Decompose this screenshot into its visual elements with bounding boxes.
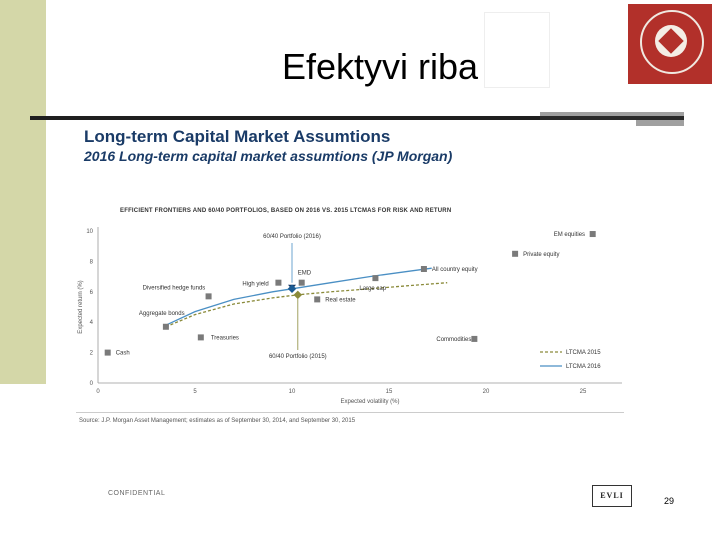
- data-point: [162, 323, 169, 330]
- page-number: 29: [664, 496, 675, 506]
- y-tick-label: 2: [90, 351, 94, 357]
- point-label: Diversified hedge funds: [143, 285, 206, 291]
- x-tick-label: 10: [289, 389, 296, 395]
- data-point: [104, 349, 111, 356]
- x-axis-label: Expected volatility (%): [340, 399, 399, 405]
- chart-source: Source: J.P. Morgan Asset Management; es…: [79, 418, 356, 424]
- sidebar-band: [0, 0, 46, 384]
- point-label: All country equity: [432, 267, 478, 273]
- slide-title: Efektyvi riba: [281, 46, 479, 87]
- point-label: EMD: [298, 271, 312, 277]
- data-point: [314, 296, 321, 303]
- point-label: Treasuries: [211, 335, 239, 341]
- data-point: [197, 334, 204, 341]
- x-tick-label: 0: [96, 389, 100, 395]
- point-label: High yield: [242, 282, 268, 288]
- evli-logo: EVLI: [592, 485, 632, 507]
- annotation-label-2015: 60/40 Portfolio (2015): [269, 354, 327, 360]
- data-point: [275, 279, 282, 286]
- y-tick-label: 8: [90, 259, 94, 265]
- y-tick-label: 0: [90, 381, 94, 387]
- title-frame: [484, 12, 550, 88]
- legend-label: LTCMA 2016: [566, 364, 601, 370]
- point-label: Real estate: [325, 297, 356, 303]
- chart-heading: Long-term Capital Market Assumtions: [84, 127, 391, 146]
- portfolio-2015-point: [293, 290, 303, 300]
- legend-label: LTCMA 2015: [566, 350, 601, 356]
- chart-title: EFFICIENT FRONTIERS AND 60/40 PORTFOLIOS…: [120, 208, 452, 214]
- point-label: Commodities: [436, 337, 471, 343]
- x-tick-label: 15: [386, 389, 393, 395]
- x-tick-label: 20: [483, 389, 490, 395]
- header-rule: [30, 116, 540, 120]
- y-axis-label: Expected return (%): [78, 280, 84, 333]
- point-label: Aggregate bonds: [139, 311, 185, 317]
- point-label: Large cap: [359, 286, 386, 292]
- header-rule-right: [540, 116, 684, 120]
- logo-ring-icon: [640, 10, 704, 74]
- annotation-label-2016: 60/40 Portfolio (2016): [263, 234, 321, 240]
- data-point: [589, 231, 596, 238]
- confidential-label: CONFIDENTIAL: [108, 490, 166, 497]
- point-label: Private equity: [523, 252, 559, 258]
- x-tick-label: 25: [580, 389, 587, 395]
- point-label: EM equities: [554, 232, 585, 238]
- portfolio-2016-point: [287, 284, 297, 294]
- y-tick-label: 6: [90, 290, 94, 296]
- data-point: [512, 250, 519, 257]
- chart-panel: [46, 120, 636, 432]
- y-tick-label: 10: [86, 229, 93, 235]
- data-point: [471, 335, 478, 342]
- data-point: [298, 279, 305, 286]
- chart-subheading: 2016 Long-term capital market assumtions…: [84, 148, 453, 164]
- x-tick-label: 5: [193, 389, 197, 395]
- point-label: Cash: [116, 351, 130, 357]
- data-point: [205, 293, 212, 300]
- data-point: [420, 266, 427, 272]
- source-divider: [76, 412, 624, 413]
- data-point: [372, 275, 379, 282]
- series-line: [165, 282, 448, 328]
- y-tick-label: 4: [90, 320, 94, 326]
